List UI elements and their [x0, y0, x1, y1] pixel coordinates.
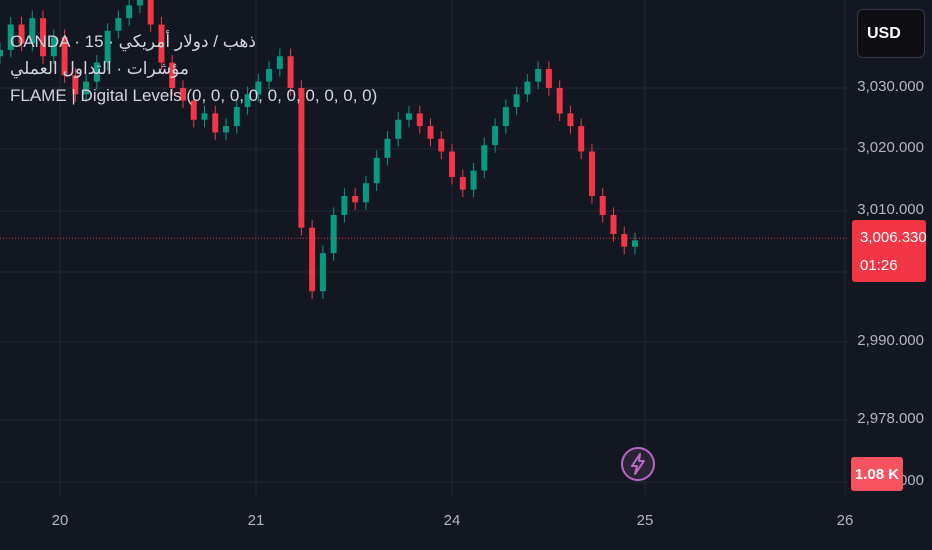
candle-body: [287, 56, 294, 88]
x-tick-label: 20: [51, 512, 69, 529]
candle-body: [298, 88, 305, 228]
candle-body: [50, 37, 57, 57]
candle-body: [405, 113, 412, 120]
candle-body: [384, 138, 391, 158]
candle-body: [40, 18, 47, 57]
candle-body: [212, 113, 219, 133]
x-tick-label: 24: [443, 512, 461, 529]
x-tick-label: 26: [836, 512, 854, 529]
candle-body: [266, 68, 273, 82]
candle-body: [535, 68, 542, 82]
bar-countdown: 01:26: [860, 257, 898, 274]
candle-body: [567, 113, 574, 127]
volume-tag: 1.08 K: [851, 457, 903, 491]
candle-body: [147, 0, 154, 25]
candle-body: [179, 88, 186, 101]
x-tick-label: 21: [247, 512, 265, 529]
y-tick-label: 3,020.000: [857, 139, 924, 156]
candle-body: [223, 126, 230, 133]
candle-body: [524, 81, 531, 95]
candle-body: [588, 151, 595, 196]
candle-body: [7, 24, 14, 50]
candle-body: [373, 157, 380, 184]
candle-body: [72, 75, 79, 95]
candle-body: [169, 62, 176, 88]
candle-body: [610, 215, 617, 235]
flash-button[interactable]: [621, 447, 655, 481]
candle-body: [276, 56, 283, 69]
currency-button[interactable]: USD: [857, 9, 925, 58]
candle-body: [632, 240, 638, 247]
last-price-value: 3,006.330: [860, 229, 927, 246]
candle-body: [0, 49, 3, 57]
candle-body: [492, 126, 499, 146]
candle-body: [578, 126, 585, 152]
candle-body: [126, 5, 133, 19]
candle-body: [18, 24, 25, 44]
symbol-line[interactable]: OANDA · 15 · ذهب / دولار أمريكي: [10, 32, 256, 51]
candle-body: [459, 176, 466, 190]
candle-body: [599, 195, 606, 215]
candle-body: [104, 30, 111, 63]
candle-body: [470, 170, 477, 190]
y-tick-label: 2,978.000: [857, 410, 924, 427]
x-tick-label: 25: [636, 512, 654, 529]
candle-body: [352, 195, 359, 203]
candle-body: [255, 81, 262, 95]
candle-body: [309, 227, 316, 292]
candle-body: [190, 100, 197, 120]
candle-body: [93, 62, 100, 82]
candle-body: [502, 107, 509, 127]
candle-body: [416, 113, 423, 127]
candle-body: [545, 68, 552, 88]
candle-body: [556, 88, 563, 114]
candle-body: [201, 113, 208, 120]
candle-body: [427, 126, 434, 139]
candle-body: [29, 18, 36, 44]
candle-body: [513, 94, 520, 108]
candle-body: [61, 37, 68, 76]
candle-body: [438, 138, 445, 152]
candle-body: [136, 0, 143, 6]
y-tick-label: 2,990.000: [857, 332, 924, 349]
lightning-icon: [631, 453, 645, 475]
candle-body: [362, 183, 369, 203]
candle-body: [115, 18, 122, 31]
sub-line: مؤشرات · التداول العملي: [10, 59, 190, 78]
candle-body: [621, 234, 628, 247]
candle-body: [481, 145, 488, 171]
y-tick-label: 3,030.000: [857, 78, 924, 95]
candle-body: [395, 119, 402, 139]
y-tick-label: 3,010.000: [857, 201, 924, 218]
candle-body: [233, 107, 240, 127]
candle-body: [341, 195, 348, 215]
candle-body: [330, 215, 337, 254]
indicator-line[interactable]: FLAME | Digital Levels (0, 0, 0, 0, 0, 0…: [10, 86, 378, 105]
candle-body: [244, 94, 251, 108]
candle-body: [158, 24, 165, 63]
candle-body: [83, 81, 90, 95]
candle-body: [319, 253, 326, 292]
chart-legend: OANDA · 15 · ذهب / دولار أمريكي مؤشرات ·…: [10, 28, 377, 109]
candle-body: [449, 151, 456, 177]
last-price-tag: 3,006.330 01:26: [852, 220, 927, 282]
